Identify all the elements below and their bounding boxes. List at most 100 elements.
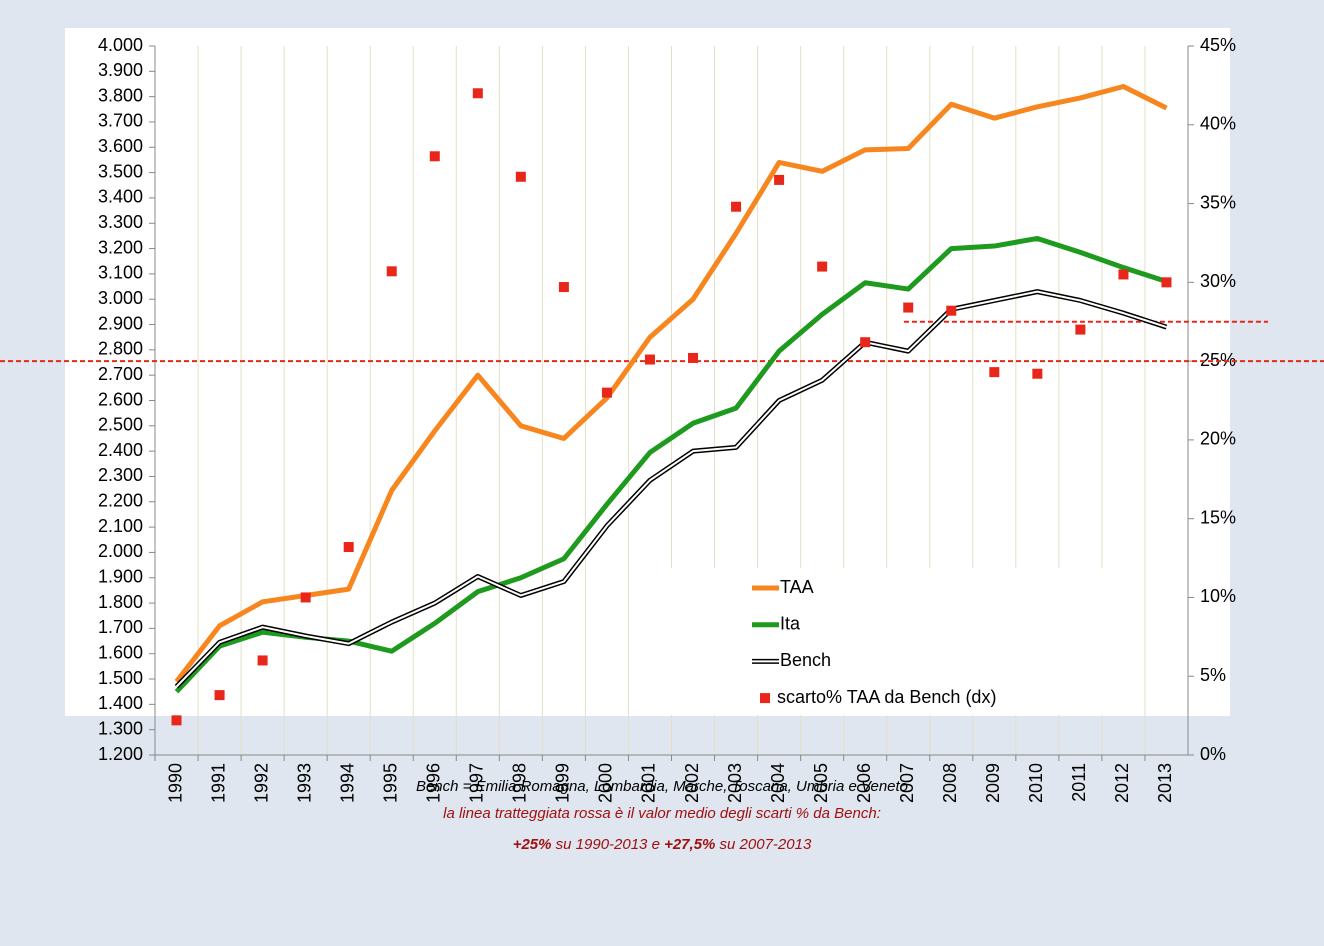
legend-background: [660, 568, 1115, 715]
caption-part: Bench = Emilia Romagna, Lombardia, March…: [416, 778, 908, 795]
y-tick-label: 4.000: [98, 35, 143, 55]
caption-part: +25%: [513, 836, 552, 853]
y2-tick-label: 20%: [1200, 429, 1236, 449]
data-point: [903, 302, 914, 313]
y2-tick-label: 45%: [1200, 35, 1236, 55]
y-tick-label: 2.600: [98, 389, 143, 409]
caption-part: su 1990-2013 e: [551, 836, 664, 853]
x-tick-label: 1990: [165, 763, 185, 803]
y-tick-label: 1.500: [98, 668, 143, 688]
y2-tick-label: 25%: [1200, 350, 1236, 370]
data-point: [1118, 269, 1129, 280]
y-tick-label: 3.500: [98, 161, 143, 181]
y-tick-label: 2.500: [98, 415, 143, 435]
data-point: [429, 151, 440, 162]
x-tick-label: 2009: [983, 763, 1003, 803]
y-tick-label: 2.700: [98, 364, 143, 384]
x-tick-label: 1998: [510, 763, 530, 803]
series-line-inner: [175, 290, 1167, 688]
y-tick-label: 3.400: [98, 187, 143, 207]
y-tick-label: 3.200: [98, 237, 143, 257]
y-tick-label: 1.200: [98, 744, 143, 764]
y-tick-label: 2.100: [98, 516, 143, 536]
data-point: [644, 354, 655, 365]
y-tick-label: 3.300: [98, 212, 143, 232]
data-point: [386, 266, 397, 277]
x-tick-label: 2004: [768, 763, 788, 803]
y-tick-label: 1.700: [98, 617, 143, 637]
y-tick-label: 1.600: [98, 642, 143, 662]
legend-label: Ita: [780, 613, 801, 633]
caption: Bench = Emilia Romagna, Lombardia, March…: [416, 778, 908, 795]
caption: +25% su 1990-2013 e +27,5% su 2007-2013: [513, 836, 812, 853]
x-tick-label: 2002: [682, 763, 702, 803]
data-point: [171, 715, 182, 726]
y2-tick-label: 10%: [1200, 586, 1236, 606]
data-point: [1161, 277, 1172, 288]
x-tick-label: 2012: [1112, 763, 1132, 803]
y-tick-label: 2.900: [98, 313, 143, 333]
y-tick-label: 3.700: [98, 111, 143, 131]
data-point: [989, 367, 1000, 378]
series-line: [174, 84, 1168, 684]
y-tick-label: 2.000: [98, 541, 143, 561]
data-point: [300, 592, 311, 603]
x-tick-label: 1995: [380, 763, 400, 803]
x-tick-label: 2007: [897, 763, 917, 803]
data-point: [688, 352, 699, 363]
x-tick-label: 1993: [294, 763, 314, 803]
x-tick-label: 2006: [854, 763, 874, 803]
legend-label: Bench: [780, 650, 831, 670]
y-tick-label: 3.600: [98, 136, 143, 156]
x-tick-label: 2001: [639, 763, 659, 803]
x-tick-label: 1992: [251, 763, 271, 803]
x-tick-label: 2011: [1069, 763, 1089, 802]
y2-tick-label: 15%: [1200, 507, 1236, 527]
y-tick-label: 1.800: [98, 592, 143, 612]
caption-part: +27,5%: [664, 836, 715, 853]
data-point: [515, 171, 526, 182]
y2-tick-label: 40%: [1200, 114, 1236, 134]
x-tick-label: 2013: [1155, 763, 1175, 803]
data-point: [214, 690, 225, 701]
data-point: [731, 201, 742, 212]
y-tick-label: 2.800: [98, 339, 143, 359]
y-tick-label: 2.300: [98, 465, 143, 485]
data-point: [946, 305, 957, 316]
x-tick-label: 2000: [596, 763, 616, 803]
y-tick-label: 1.400: [98, 693, 143, 713]
x-tick-label: 1999: [553, 763, 573, 803]
caption-part: la linea tratteggiata rossa è il valor m…: [443, 805, 881, 822]
data-point: [472, 88, 483, 99]
data-point: [558, 282, 569, 293]
y-tick-label: 3.800: [98, 85, 143, 105]
y-tick-label: 3.900: [98, 60, 143, 80]
data-point: [343, 542, 354, 553]
x-tick-label: 2005: [811, 763, 831, 803]
x-tick-label: 1994: [337, 763, 357, 803]
data-point: [774, 174, 785, 185]
x-tick-label: 1991: [208, 763, 228, 803]
y-tick-label: 2.200: [98, 491, 143, 511]
x-tick-label: 2008: [940, 763, 960, 803]
legend-label: scarto% TAA da Bench (dx): [777, 687, 996, 707]
x-tick-label: 2003: [725, 763, 745, 803]
legend-swatch: [760, 693, 770, 704]
data-point: [257, 655, 268, 666]
y-tick-label: 3.100: [98, 263, 143, 283]
y-tick-label: 2.400: [98, 440, 143, 460]
data-point: [1032, 368, 1043, 379]
y-tick-label: 3.000: [98, 288, 143, 308]
data-point: [601, 387, 612, 398]
x-tick-label: 1997: [467, 763, 487, 803]
y-tick-label: 1.900: [98, 567, 143, 587]
data-point: [1075, 324, 1086, 335]
y2-tick-label: 5%: [1200, 665, 1226, 685]
caption-part: su 2007-2013: [715, 836, 812, 853]
legend-label: TAA: [780, 577, 814, 597]
data-point: [817, 261, 828, 272]
y2-tick-label: 35%: [1200, 192, 1236, 212]
caption: la linea tratteggiata rossa è il valor m…: [443, 805, 881, 822]
y2-tick-label: 30%: [1200, 271, 1236, 291]
